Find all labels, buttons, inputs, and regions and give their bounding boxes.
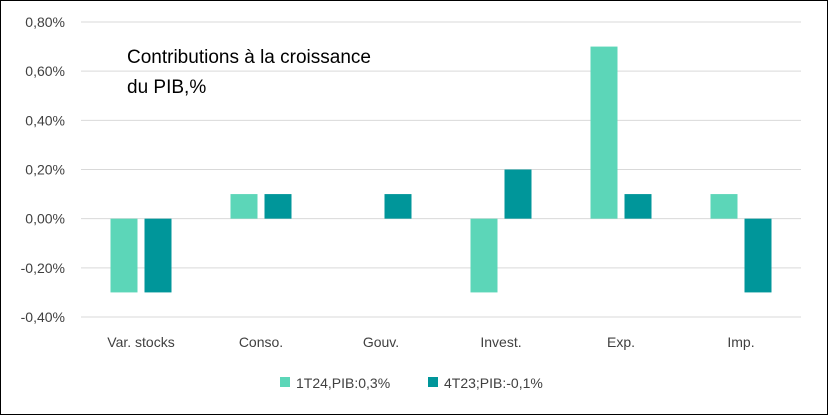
x-category-label: Exp. xyxy=(607,334,635,350)
bar-series-1 xyxy=(230,194,258,219)
bar-series-1 xyxy=(110,218,138,293)
bar-series-2 xyxy=(744,218,772,293)
bars xyxy=(110,46,772,293)
bar-series-2 xyxy=(624,194,652,219)
gridlines xyxy=(81,21,801,318)
x-category-label: Var. stocks xyxy=(107,334,174,350)
chart-title-line-1: Contributions à la croissance xyxy=(127,47,371,68)
bar-series-1 xyxy=(470,218,498,293)
bar-series-2 xyxy=(264,194,292,219)
y-tick-label: -0,20% xyxy=(21,260,65,276)
legend-swatch-series-1 xyxy=(280,377,290,387)
y-tick-label: 0,60% xyxy=(25,63,65,79)
legend-swatch-series-2 xyxy=(428,377,438,387)
x-category-label: Invest. xyxy=(480,334,521,350)
legend-label-series-2: 4T23;PIB:-0,1% xyxy=(444,375,543,391)
legend: 1T24,PIB:0,3% 4T23;PIB:-0,1% xyxy=(280,375,543,391)
legend-label-series-1: 1T24,PIB:0,3% xyxy=(296,375,390,391)
bar-series-1 xyxy=(710,194,738,219)
y-tick-label: 0,40% xyxy=(25,112,65,128)
bar-series-2 xyxy=(504,169,532,219)
bar-series-2 xyxy=(144,218,172,293)
bar-series-1 xyxy=(590,46,618,219)
x-axis-category-labels: Var. stocks Conso. Gouv. Invest. Exp. Imp. xyxy=(107,334,754,350)
y-tick-label: 0,80% xyxy=(25,14,65,30)
y-tick-label: -0,40% xyxy=(21,309,65,325)
y-tick-label: 0,20% xyxy=(25,162,65,178)
y-axis-tick-labels: 0,80% 0,60% 0,40% 0,20% 0,00% -0,20% -0,40% xyxy=(21,14,65,325)
bar-series-2 xyxy=(384,194,412,219)
y-tick-label: 0,00% xyxy=(25,211,65,227)
x-category-label: Conso. xyxy=(239,334,283,350)
x-category-label: Gouv. xyxy=(363,334,399,350)
x-category-label: Imp. xyxy=(727,334,754,350)
chart-title-line-2: du PIB,% xyxy=(127,77,206,98)
